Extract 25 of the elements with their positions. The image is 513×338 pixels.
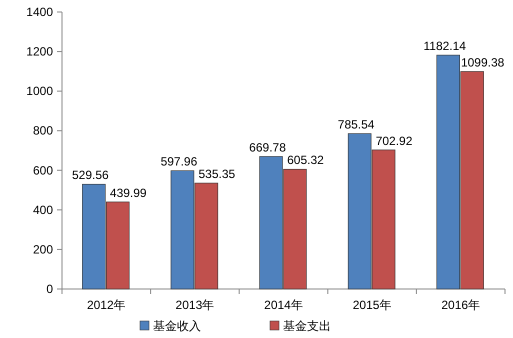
y-tick-label: 600 xyxy=(32,163,54,178)
data-label: 785.54 xyxy=(338,118,375,132)
x-tick-label: 2015年 xyxy=(352,298,392,312)
data-label: 535.35 xyxy=(198,167,236,182)
legend-label: 基金收入 xyxy=(153,319,201,333)
y-tick-label: 200 xyxy=(32,242,54,256)
data-label: 529.56 xyxy=(72,168,110,182)
data-label: 439.99 xyxy=(110,186,147,200)
x-tick-label: 2013年 xyxy=(176,298,214,312)
y-tick-label: 1400 xyxy=(26,5,54,19)
y-tick-label: 1000 xyxy=(26,84,54,98)
data-label: 597.96 xyxy=(160,154,198,169)
data-label: 669.78 xyxy=(249,140,286,154)
data-label: 605.32 xyxy=(287,153,324,168)
y-tick-label: 1200 xyxy=(26,44,54,59)
y-tick-label: 800 xyxy=(32,124,54,138)
y-tick-label: 400 xyxy=(32,202,54,217)
data-label: 1099.38 xyxy=(460,55,505,70)
x-tick-label: 2014年 xyxy=(264,298,303,312)
x-tick-label: 2012年 xyxy=(86,298,126,312)
y-tick-label: 0 xyxy=(46,282,54,296)
legend-label: 基金支出 xyxy=(283,319,331,333)
data-label: 702.92 xyxy=(376,134,413,148)
data-label: 1182.14 xyxy=(423,39,466,54)
x-tick-label: 2016年 xyxy=(441,298,480,312)
